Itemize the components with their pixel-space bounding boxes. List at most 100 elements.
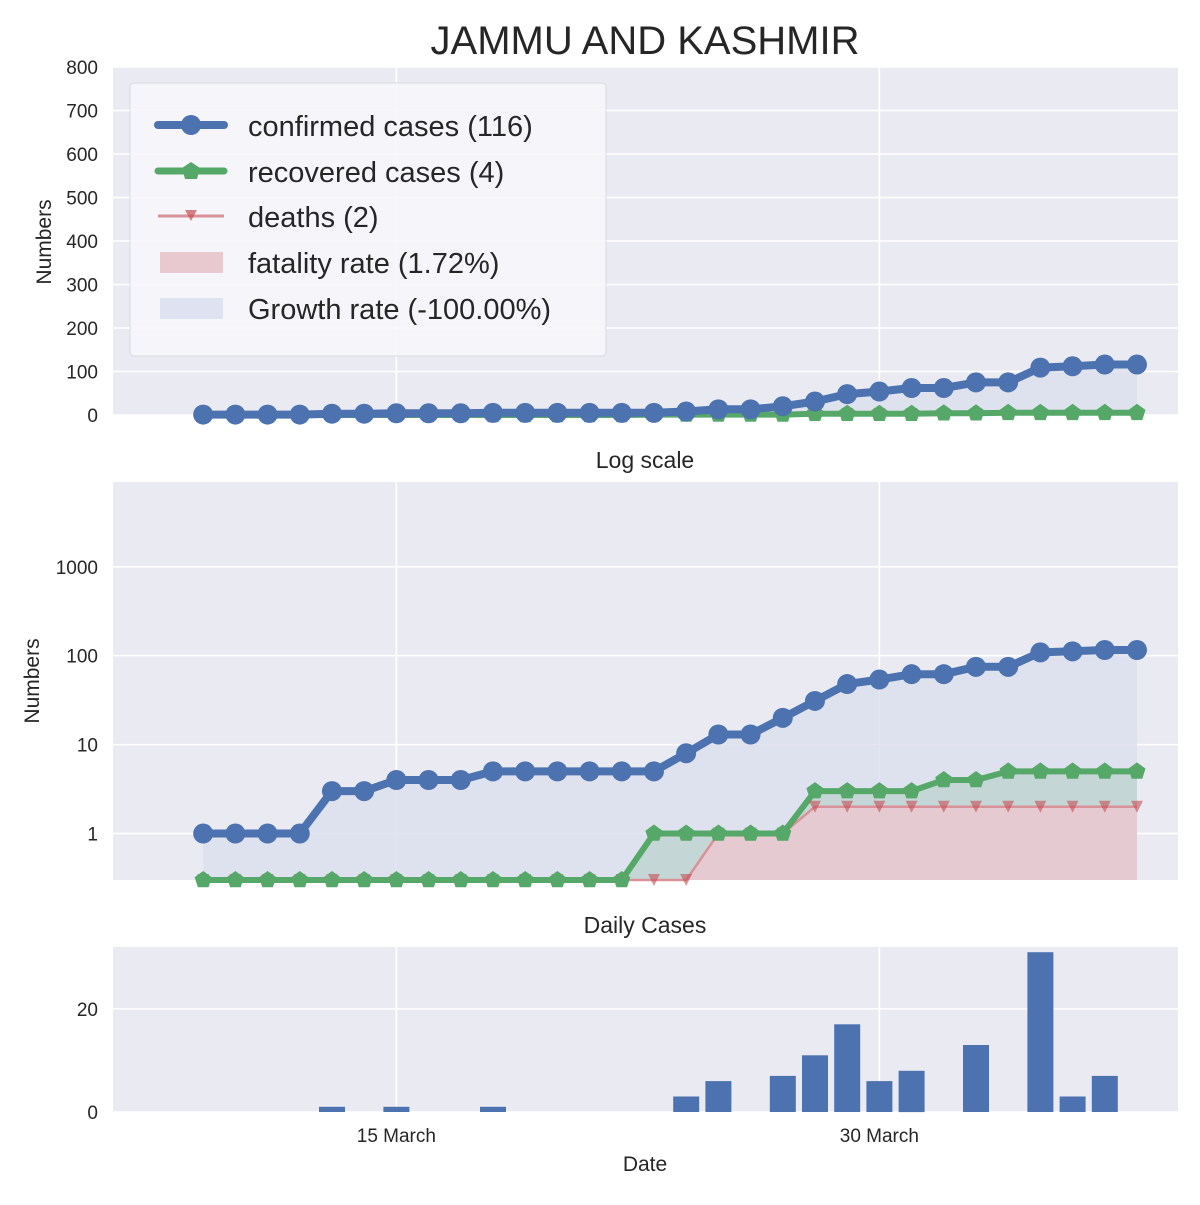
confirmed-point: [676, 401, 697, 422]
confirmed-point: [901, 664, 922, 685]
confirmed-point: [772, 396, 793, 417]
recovered-point: [1096, 403, 1114, 421]
daily-bar: [1027, 952, 1054, 1112]
recovered-point: [355, 871, 373, 888]
recovered-point: [999, 403, 1017, 421]
recovered-point: [967, 771, 985, 788]
confirmed-point: [450, 769, 471, 790]
deaths-point: [1066, 800, 1079, 813]
legend: confirmed cases (116) recovered cases (4…: [129, 82, 607, 357]
confirmed-point: [1126, 354, 1147, 375]
confirmed-point: [643, 402, 664, 423]
recovered-point: [1031, 403, 1049, 421]
confirmed-point: [547, 402, 568, 423]
recovered-point: [516, 871, 534, 888]
x-axis-label: Date: [623, 1153, 667, 1176]
recovered-point: [838, 782, 856, 799]
y-tick-label: 0: [87, 406, 98, 427]
deaths-point: [680, 874, 693, 886]
tick-labels: 0 100 200 300 400 500 600 700 800 1 10 100 1000 0 20 15…: [56, 58, 919, 1147]
confirmed-point: [837, 384, 858, 405]
legend-frame: [129, 82, 607, 357]
confirmed-point: [321, 781, 342, 802]
confirmed-point: [225, 404, 246, 425]
confirmed-point: [482, 761, 503, 782]
confirmed-point: [965, 656, 986, 677]
confirmed-point: [998, 656, 1019, 677]
y-tick-label: 100: [66, 647, 98, 668]
recovered-point: [806, 782, 824, 799]
recovered-point: [774, 824, 792, 841]
y-tick-label: 400: [66, 232, 98, 253]
confirmed-point: [418, 769, 439, 790]
confirmed-point: [933, 378, 954, 399]
y-tick-label: 0: [87, 1103, 98, 1124]
confirmed-point: [740, 724, 761, 745]
recovered-point: [1128, 762, 1146, 779]
legend-fatality-swatch: [160, 252, 223, 273]
daily-bar: [319, 1106, 345, 1112]
log-panel-title: Log scale: [596, 447, 694, 473]
legend-recovered-marker: [182, 162, 200, 179]
recovered-point: [581, 871, 599, 888]
confirmed-point: [482, 402, 503, 423]
deaths-point: [1130, 800, 1143, 813]
legend-recovered-label: recovered cases (4): [248, 157, 504, 189]
confirmed-point: [1062, 641, 1083, 662]
confirmed-point: [450, 403, 471, 424]
y-tick-label: 100: [66, 363, 98, 384]
daily-bar: [834, 1024, 861, 1112]
confirmed-point: [1126, 639, 1147, 660]
x-tick-label: 15 March: [357, 1126, 436, 1147]
legend-fatality-label: fatality rate (1.72%): [248, 248, 499, 280]
daily-bar: [802, 1055, 828, 1112]
daily-bar: [963, 1045, 989, 1112]
linear-y-axis-label: Numbers: [33, 199, 56, 284]
daily-bar: [898, 1070, 925, 1113]
daily-panel-title: Daily Cases: [584, 912, 707, 938]
y-tick-label: 200: [66, 319, 98, 340]
y-tick-label: 1: [87, 825, 98, 846]
confirmed-point: [643, 761, 664, 782]
confirmed-point: [611, 761, 632, 782]
confirmed-point: [1030, 357, 1051, 378]
recovered-point: [548, 871, 566, 888]
daily-bar: [866, 1081, 893, 1112]
confirmed-point: [804, 690, 825, 711]
deaths-point: [905, 800, 918, 813]
figure-title: JAMMU AND KASHMIR: [431, 19, 860, 63]
confirmed-point: [708, 724, 729, 745]
log-y-axis-label: Numbers: [21, 638, 44, 723]
recovered-point: [291, 871, 309, 888]
recovered-point: [1064, 762, 1082, 779]
deaths-point: [969, 800, 982, 813]
recovered-point: [1064, 403, 1082, 421]
confirmed-point: [708, 399, 729, 420]
recovered-point: [452, 871, 470, 888]
y-tick-label: 500: [66, 189, 98, 210]
recovered-point: [903, 404, 921, 421]
recovered-point: [999, 762, 1017, 779]
recovered-point: [870, 404, 888, 421]
recovered-point: [903, 782, 921, 799]
legend-growth-swatch: [160, 298, 223, 319]
deaths-point: [1034, 800, 1047, 813]
daily-bar: [673, 1096, 700, 1112]
recovered-point: [1096, 762, 1114, 779]
daily-bar: [705, 1081, 732, 1112]
recovered-point: [1128, 403, 1146, 421]
recovered-point: [259, 871, 277, 888]
confirmed-point: [998, 372, 1019, 393]
recovered-point: [226, 871, 244, 888]
confirmed-point: [869, 669, 890, 690]
daily-bar: [480, 1106, 506, 1112]
recovered-point: [870, 782, 888, 799]
legend-confirmed-marker: [181, 115, 201, 135]
confirmed-point: [1030, 642, 1051, 663]
deaths-point: [1002, 800, 1015, 813]
y-tick-label: 300: [66, 276, 98, 297]
confirmed-point: [1094, 354, 1115, 375]
confirmed-point: [193, 823, 214, 844]
recovered-point: [1031, 762, 1049, 779]
confirmed-point: [515, 402, 536, 423]
